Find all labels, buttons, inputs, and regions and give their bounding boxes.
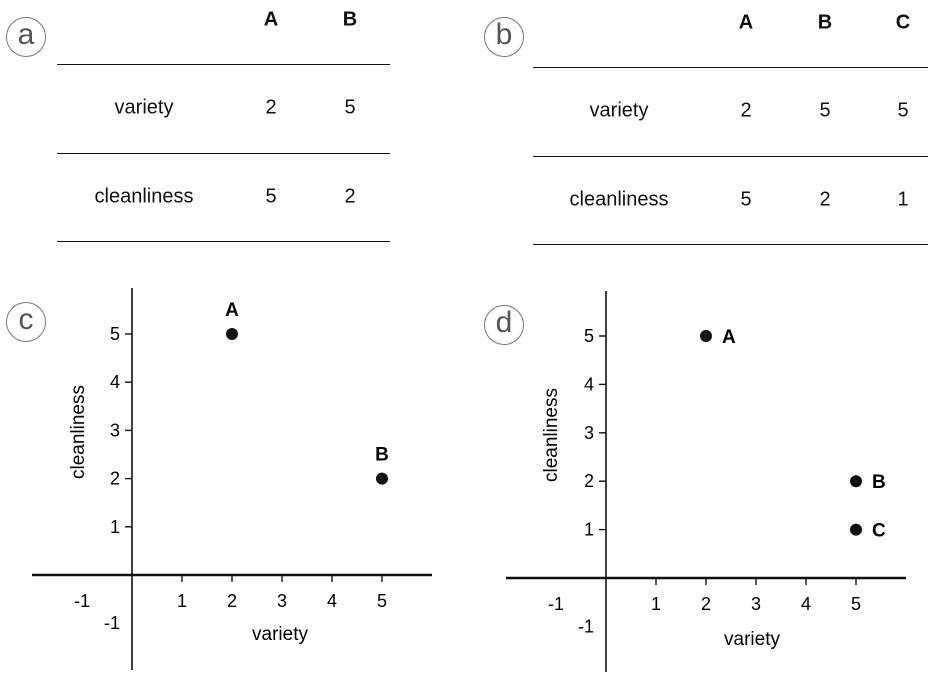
chart-d-point-label-b: B: [872, 472, 886, 493]
panel-label-c: c: [6, 302, 46, 342]
table-b-row-cleanliness-label: cleanliness: [569, 188, 669, 211]
chart-c-x-axis-label: variety: [252, 624, 308, 645]
table-b-row-variety-b: 5: [819, 99, 831, 122]
table-a-row-variety-a: 2: [265, 96, 277, 119]
chart-d-y-tick-label: 3: [584, 423, 594, 443]
chart-c-x-tick-label: -1: [74, 591, 90, 611]
chart-c-y-tick-label: 1: [110, 517, 120, 537]
chart-c-point-label-b: B: [375, 445, 389, 466]
table-b-row-variety-c: 5: [897, 99, 909, 122]
chart-c-point-label-a: A: [225, 300, 239, 321]
chart-d-x-tick-label: 2: [701, 594, 711, 614]
table-b-rule-bottom: [533, 244, 928, 245]
table-a-rule-top: [57, 64, 390, 65]
chart-d-x-tick-label: 4: [801, 594, 811, 614]
table-a-header-col-b: B: [342, 8, 358, 31]
chart-c-y-tick-label: 4: [110, 372, 120, 392]
table-a-header-col-a: A: [263, 8, 279, 31]
chart-d-y-tick-label: 5: [584, 326, 594, 346]
panel-label-d: d: [484, 305, 524, 345]
table-b-header-col-a: A: [738, 11, 754, 34]
chart-c-y-tick-label: 3: [110, 420, 120, 440]
chart-d-y-tick-label: 1: [584, 520, 594, 540]
table-b-row-variety-a: 2: [740, 99, 752, 122]
table-a-row-cleanliness-label: cleanliness: [94, 185, 194, 208]
chart-d-x-tick-label: -1: [548, 594, 564, 614]
chart-d-x-tick-label: 5: [851, 594, 861, 614]
chart-c-y-tick-label: 5: [110, 324, 120, 344]
chart-d-x-tick-label: 3: [751, 594, 761, 614]
chart-c-x-tick-label: 3: [277, 591, 287, 611]
chart-c-y-tick-label: -1: [104, 613, 120, 633]
table-b-row-cleanliness-a: 5: [740, 188, 752, 211]
chart-d-point-label-c: C: [872, 521, 886, 542]
chart-c-x-tick-label: 4: [327, 591, 337, 611]
table-a-rule-mid: [57, 153, 390, 154]
chart-c-point-a: [226, 328, 238, 340]
chart-d-x-tick-label: 1: [651, 594, 661, 614]
chart-d-y-axis-label: cleanliness: [541, 388, 562, 482]
panel-label-a: a: [6, 17, 46, 57]
chart-c-y-axis-label: cleanliness: [68, 385, 89, 479]
chart-d-point-label-a: A: [722, 327, 736, 348]
chart-c-x-tick-label: 1: [177, 591, 187, 611]
table-b-rule-top: [533, 67, 928, 68]
chart-d-point-a: [700, 330, 712, 342]
table-b-row-variety-label: variety: [589, 99, 649, 122]
table-b-row-cleanliness-c: 1: [897, 188, 909, 211]
table-b-header-col-b: B: [817, 11, 833, 34]
chart-d-point-b: [850, 475, 862, 488]
chart-d-x-axis-label: variety: [724, 629, 780, 650]
table-a-row-cleanliness-a: 5: [265, 185, 277, 208]
table-b-rule-mid: [533, 156, 928, 157]
chart-c-point-b: [376, 472, 388, 485]
chart-d-point-c: [850, 523, 862, 536]
table-a-row-variety-label: variety: [114, 96, 174, 119]
chart-c-x-tick-label: 2: [227, 591, 237, 611]
chart-d-y-tick-label: 2: [584, 471, 594, 491]
chart-d-y-tick-label: 4: [584, 374, 594, 394]
table-a-row-variety-b: 5: [344, 96, 356, 119]
table-a-rule-bottom: [57, 241, 390, 242]
chart-c-y-tick-label: 2: [110, 469, 120, 489]
table-b-row-cleanliness-b: 2: [819, 188, 831, 211]
chart-d-y-tick-label: -1: [578, 616, 594, 636]
table-a-row-cleanliness-b: 2: [344, 185, 356, 208]
panel-label-b: b: [484, 17, 524, 57]
table-b-header-col-c: C: [895, 11, 911, 34]
chart-c-x-tick-label: 5: [377, 591, 387, 611]
